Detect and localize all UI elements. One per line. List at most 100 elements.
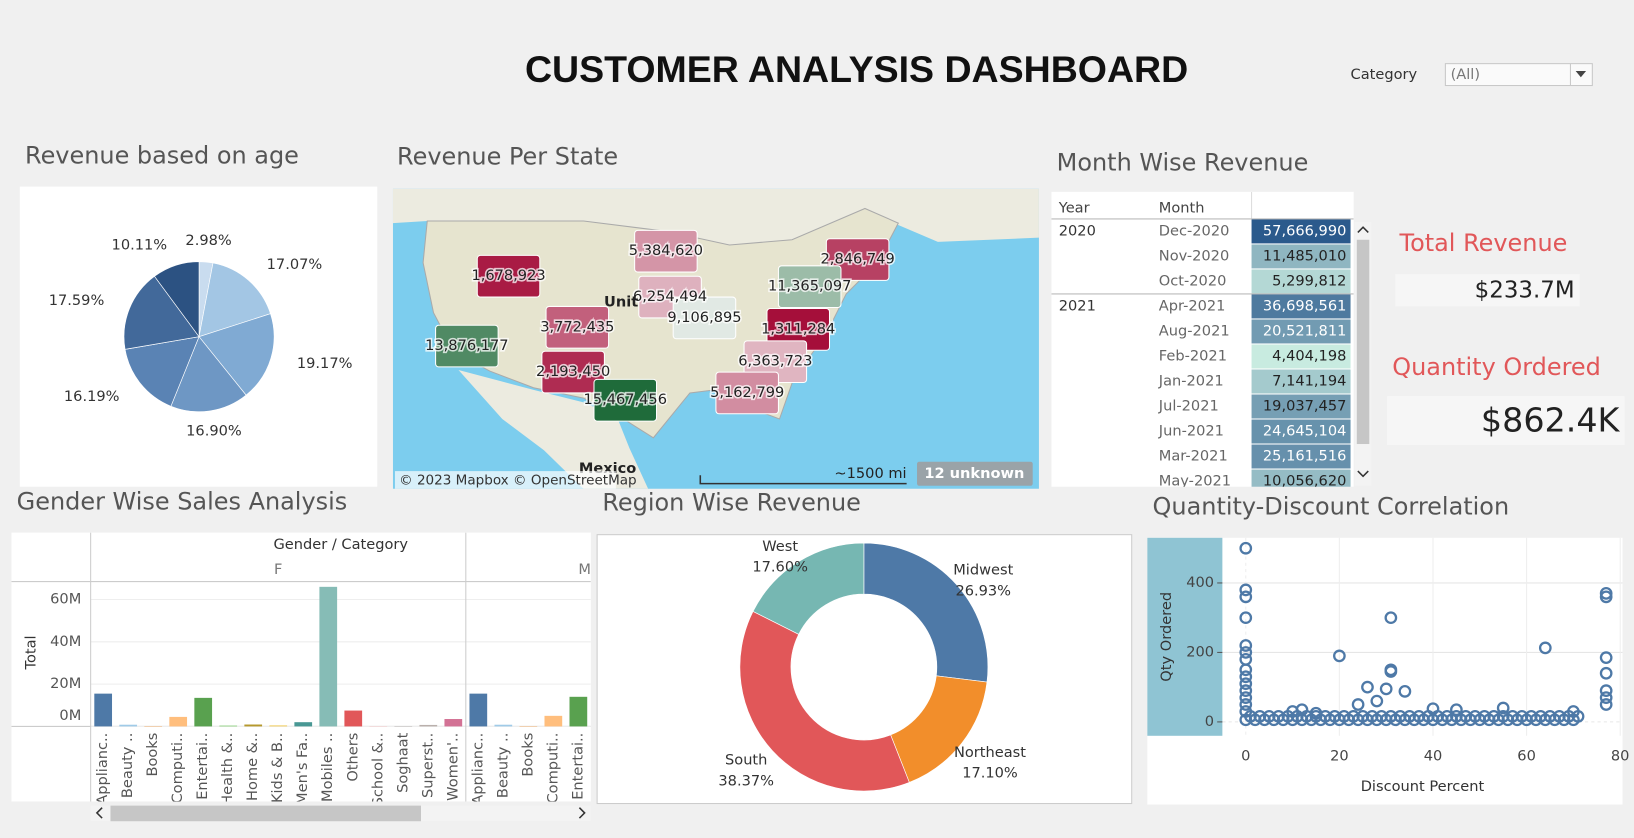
x-tick-label: Others (344, 733, 361, 782)
value-cell (1251, 219, 1351, 244)
x-tick-label: Beauty .. (119, 733, 136, 798)
state-label: 1,678,923 (471, 267, 545, 284)
dropdown-box[interactable] (1444, 63, 1593, 87)
bar (269, 725, 288, 727)
x-tick-label: 40 (1424, 748, 1443, 765)
revenue: 10,056,620 (1263, 473, 1346, 490)
scroll-left[interactable] (95, 807, 103, 819)
point (1239, 677, 1253, 691)
unknown-label[interactable]: 12 unknown (924, 465, 1024, 482)
column-header: Month (1159, 199, 1205, 216)
bar-panel (11, 532, 591, 802)
revenue: 11,485,010 (1263, 247, 1346, 264)
facet-label: M (578, 561, 591, 578)
state (825, 238, 890, 281)
point (1599, 666, 1613, 680)
slice-label: 16.19% (64, 388, 120, 405)
month: Aug-2021 (1159, 322, 1230, 339)
y-tick-label: 0M (59, 707, 81, 724)
attribution: © 2023 Mapbox © OpenStreetMap (399, 472, 637, 488)
bar (344, 710, 363, 727)
scrollbar-thumb[interactable] (110, 805, 422, 822)
filter-value[interactable]: (All) (1451, 66, 1480, 83)
point (1496, 701, 1510, 715)
value-cell (1251, 419, 1351, 444)
point (1384, 665, 1398, 678)
x-tick-label: Books (144, 733, 161, 777)
pie-slice (124, 336, 200, 407)
header: Gender / Category (274, 536, 409, 553)
bar (494, 724, 513, 727)
x-tick-label: 0 (1241, 748, 1250, 765)
scroll-up[interactable] (1357, 226, 1369, 234)
value-cell (1251, 469, 1351, 487)
value-cell (1251, 344, 1351, 369)
point (1599, 590, 1613, 604)
month: Feb-2021 (1159, 347, 1227, 364)
y-tick-label: 40M (50, 633, 81, 650)
scroll-right[interactable] (578, 807, 586, 819)
month: Jun-2021 (1158, 423, 1224, 440)
gender-bar-chart: Gender / Category 0M 20M 40M 60M Total F Applia… (11, 532, 591, 806)
y-tick-label: 20M (50, 675, 81, 692)
point (1398, 684, 1412, 698)
state-label: 3,772,435 (540, 318, 614, 335)
place-label: Unit (604, 293, 638, 310)
bar (194, 697, 213, 727)
slice-label: 10.11% (112, 237, 168, 254)
state (593, 378, 658, 422)
point (1239, 639, 1253, 652)
revenue: 57,666,990 (1263, 222, 1346, 239)
x-tick-label: Kids & B.. (269, 733, 286, 803)
point (1239, 541, 1253, 555)
bar (569, 696, 588, 727)
dashboard-title: CUSTOMER ANALYSIS DASHBOARD (525, 48, 1188, 90)
point (1351, 698, 1365, 711)
category-filter[interactable]: (All) (1444, 63, 1593, 87)
section-title: Region Wise Revenue (602, 488, 861, 516)
region-value: 26.93% (955, 582, 1011, 599)
donut-slice (863, 542, 989, 683)
y-tick-label: 200 (1186, 643, 1214, 660)
revenue: 19,037,457 (1263, 397, 1346, 414)
revenue: 7,141,194 (1272, 372, 1346, 389)
x-tick-label: Women'.. (444, 733, 461, 801)
bar (294, 722, 313, 727)
scrollbar-thumb[interactable] (1356, 239, 1370, 445)
point (1599, 684, 1613, 697)
x-tick-label: Health &.. (219, 733, 236, 806)
bar (444, 719, 463, 727)
month: Mar-2021 (1159, 448, 1228, 465)
kpi-label: Quantity Ordered (1392, 353, 1601, 381)
point (1599, 698, 1613, 711)
x-tick-label: Applianc.. (469, 733, 486, 805)
state (634, 229, 698, 273)
region-value: 38.37% (718, 773, 774, 790)
slice-label: 2.98% (185, 232, 231, 249)
y-axis-title: Qty Ordered (1158, 592, 1175, 682)
scale-bar (699, 475, 907, 485)
revenue: 20,521,811 (1263, 322, 1346, 339)
point (1239, 691, 1253, 704)
bar (469, 693, 488, 727)
state-label: 6,254,494 (633, 288, 707, 305)
dropdown-arrow[interactable] (1575, 70, 1587, 78)
pie-slice (154, 261, 200, 338)
revenue: 24,645,104 (1263, 423, 1346, 440)
scroll-down[interactable] (1357, 470, 1369, 478)
state (541, 350, 605, 394)
donut-slice (752, 542, 865, 635)
revenue: 5,299,812 (1272, 272, 1346, 289)
slice-label: 17.59% (49, 292, 105, 309)
region-label: Northeast (954, 744, 1026, 761)
value-cell (1251, 269, 1351, 294)
pie-slice (123, 275, 200, 350)
value-cell (1251, 369, 1351, 394)
x-tick-label: Soghaat (394, 732, 411, 793)
y-axis-title: Total (22, 635, 39, 670)
unknown-badge[interactable] (917, 461, 1033, 486)
y-tick-label: 60M (50, 591, 81, 608)
bar (419, 724, 438, 727)
x-tick-label: 80 (1611, 748, 1630, 765)
value-cell (1251, 294, 1351, 319)
